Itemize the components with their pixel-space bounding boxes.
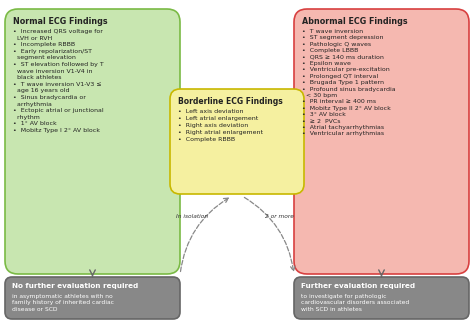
FancyArrowPatch shape xyxy=(181,198,228,272)
Text: to investigate for pathologic
cardiovascular disorders associated
with SCD in at: to investigate for pathologic cardiovasc… xyxy=(301,294,409,312)
Text: •  T wave inversion
•  ST segment depression
•  Pathologic Q waves
•  Complete L: • T wave inversion • ST segment depressi… xyxy=(302,29,396,136)
Text: Borderline ECG Findings: Borderline ECG Findings xyxy=(178,97,283,106)
Text: •  Left axis deviation
•  Left atrial enlargement
•  Right axis deviation
•  Rig: • Left axis deviation • Left atrial enla… xyxy=(178,109,263,142)
FancyBboxPatch shape xyxy=(294,277,469,319)
FancyBboxPatch shape xyxy=(294,9,469,274)
FancyArrowPatch shape xyxy=(245,197,295,271)
FancyBboxPatch shape xyxy=(5,277,180,319)
FancyBboxPatch shape xyxy=(170,89,304,194)
Text: No further evaluation required: No further evaluation required xyxy=(12,283,138,289)
Text: In isolation: In isolation xyxy=(176,214,208,218)
Text: 2 or more: 2 or more xyxy=(264,214,293,218)
FancyBboxPatch shape xyxy=(5,9,180,274)
Text: Normal ECG Findings: Normal ECG Findings xyxy=(13,17,108,26)
Text: in asymptomatic athletes with no
family history of inherited cardiac
disease or : in asymptomatic athletes with no family … xyxy=(12,294,114,312)
Text: •  Increased QRS voltage for
  LVH or RVH
•  Incomplete RBBB
•  Early repolariza: • Increased QRS voltage for LVH or RVH •… xyxy=(13,29,104,133)
Text: Abnormal ECG Findings: Abnormal ECG Findings xyxy=(302,17,408,26)
Text: Further evaluation required: Further evaluation required xyxy=(301,283,415,289)
